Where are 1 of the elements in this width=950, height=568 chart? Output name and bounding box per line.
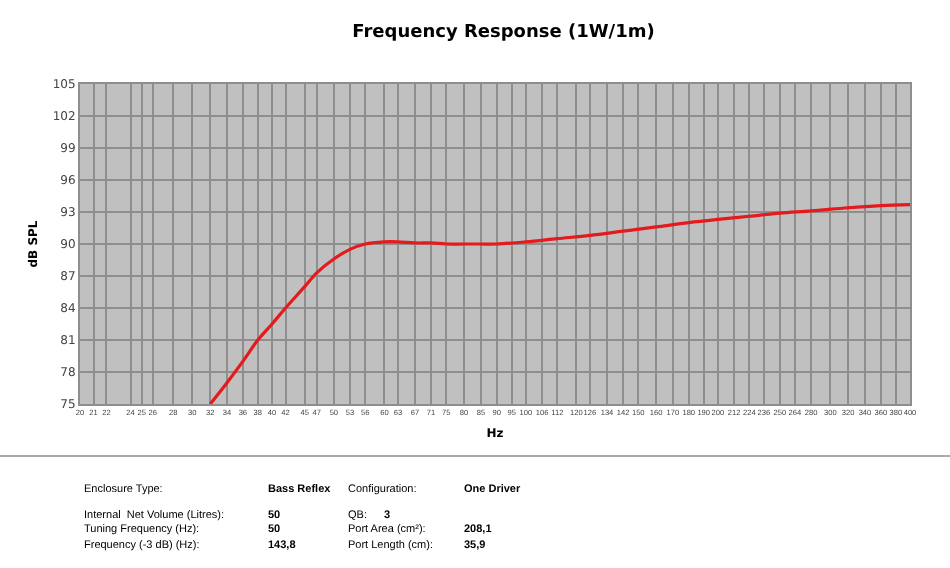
- chart-title: Frequency Response (1W/1m): [352, 22, 655, 43]
